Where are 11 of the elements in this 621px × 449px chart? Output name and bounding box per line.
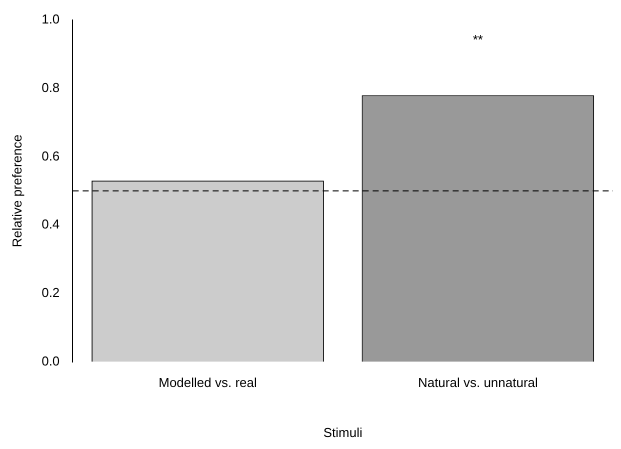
y-tick-label: 1.0 bbox=[42, 12, 60, 27]
annotation: ** bbox=[472, 32, 483, 47]
y-tick-label: 0.2 bbox=[42, 285, 60, 300]
x-axis-title: Stimuli bbox=[323, 424, 362, 440]
y-tick-label: 0.4 bbox=[42, 216, 60, 232]
x-tick-label: Natural vs. unnatural bbox=[418, 375, 538, 390]
y-axis-title: Relative preference bbox=[9, 134, 24, 248]
y-tick-label: 0.0 bbox=[42, 353, 60, 368]
y-tick-label: 0.8 bbox=[42, 80, 60, 95]
y-tick-label: 0.6 bbox=[42, 148, 60, 164]
x-tick-label: Modelled vs. real bbox=[158, 375, 257, 390]
